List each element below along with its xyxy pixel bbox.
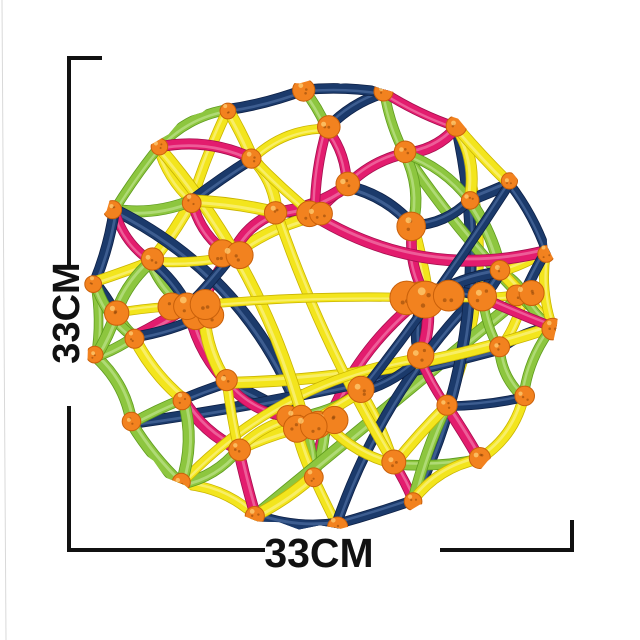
svg-text:33CM: 33CM xyxy=(46,262,88,363)
svg-text:33CM: 33CM xyxy=(264,530,373,576)
